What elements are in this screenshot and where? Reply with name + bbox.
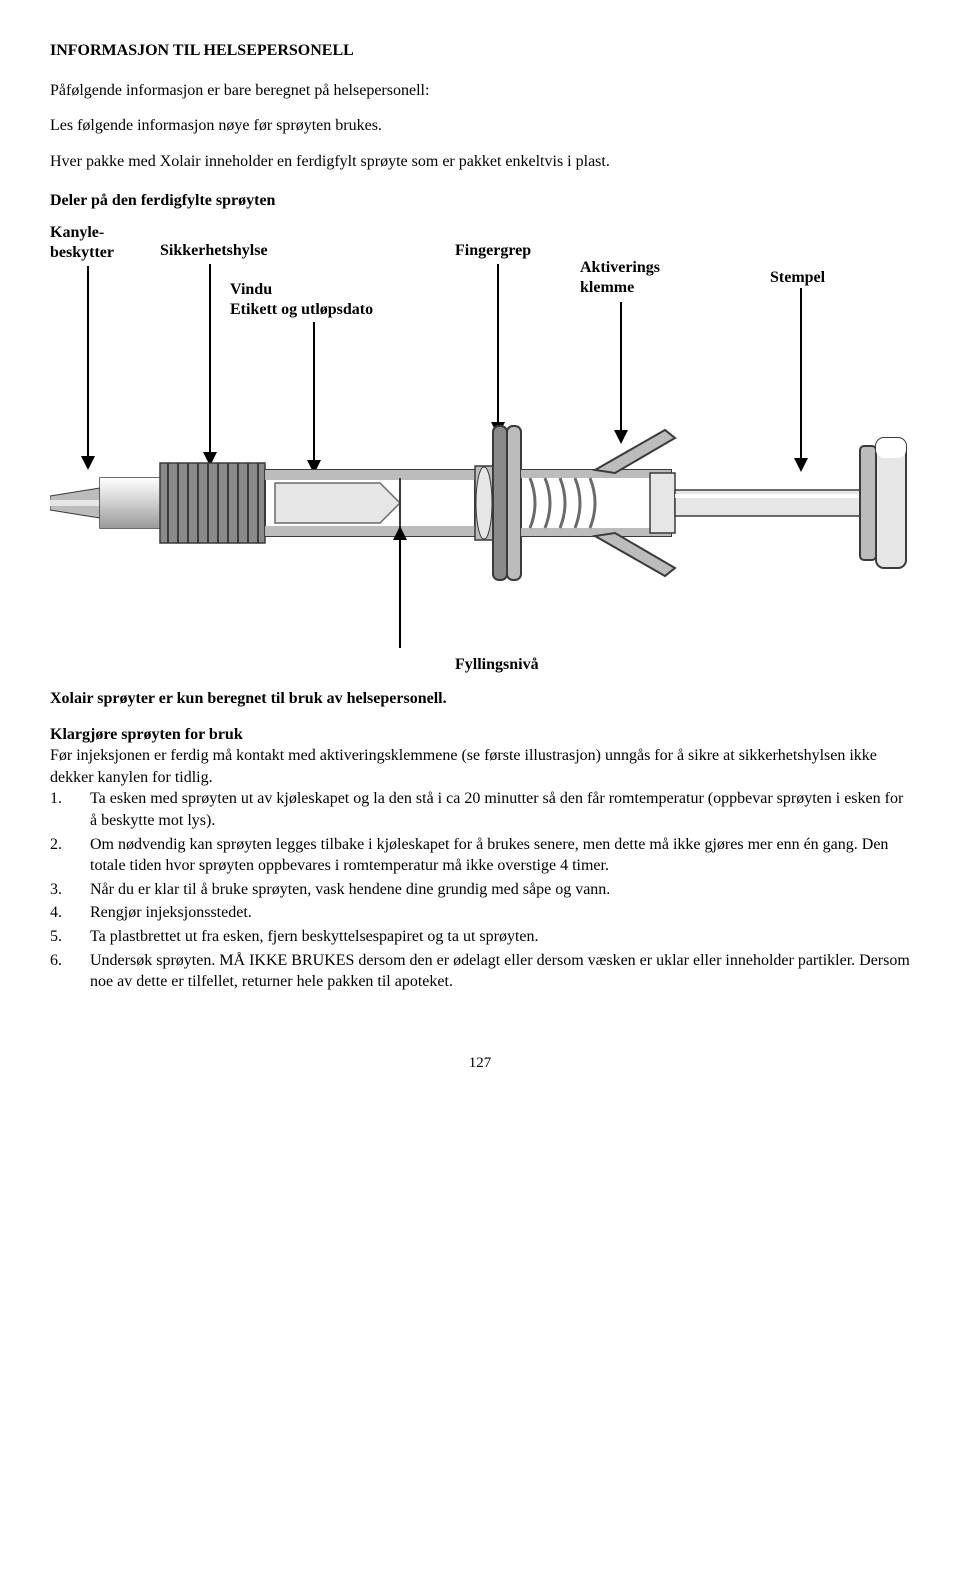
arrow-aktiverings xyxy=(620,302,622,432)
label-sikkerhetshylse: Sikkerhetshylse xyxy=(160,241,268,261)
syringe-illustration xyxy=(50,418,910,588)
arrowhead-fyllingsniva xyxy=(393,526,407,540)
step-text: Når du er klar til å bruke sprøyten, vas… xyxy=(90,879,910,901)
step-4: 4.Rengjør injeksjonsstedet. xyxy=(50,902,910,924)
label-aktiverings-line1: Aktiverings xyxy=(580,259,660,276)
prep-heading: Klargjøre sprøyten for bruk xyxy=(50,724,910,746)
step-num: 1. xyxy=(50,788,90,831)
label-vindu-line1: Vindu xyxy=(230,281,272,298)
label-vindu-line2: Etikett og utløpsdato xyxy=(230,301,373,318)
only-health-personnel: Xolair sprøyter er kun beregnet til bruk… xyxy=(50,688,910,710)
page-title: INFORMASJON TIL HELSEPERSONELL xyxy=(50,40,910,62)
page-number: 127 xyxy=(50,1053,910,1073)
step-num: 3. xyxy=(50,879,90,901)
steps-list: 1.Ta esken med sprøyten ut av kjøleskape… xyxy=(50,788,910,992)
step-6: 6.Undersøk sprøyten. MÅ IKKE BRUKES ders… xyxy=(50,950,910,993)
label-kanylebeskytter-line2: beskytter xyxy=(50,244,114,261)
label-aktiverings-line2: klemme xyxy=(580,279,634,296)
intro-para-1: Påfølgende informasjon er bare beregnet … xyxy=(50,80,910,102)
arrow-fingergrep xyxy=(497,264,499,424)
step-num: 6. xyxy=(50,950,90,993)
intro-para-2: Les følgende informasjon nøye før sprøyt… xyxy=(50,115,910,137)
label-kanylebeskytter: Kanyle- beskytter xyxy=(50,223,114,263)
step-num: 5. xyxy=(50,926,90,948)
label-vindu: Vindu Etikett og utløpsdato xyxy=(230,280,373,320)
step-3: 3.Når du er klar til å bruke sprøyten, v… xyxy=(50,879,910,901)
step-2: 2.Om nødvendig kan sprøyten legges tilba… xyxy=(50,834,910,877)
syringe-diagram: Kanyle- beskytter Sikkerhetshylse Vindu … xyxy=(50,218,910,678)
label-fyllingsniva: Fyllingsnivå xyxy=(455,654,539,676)
label-fingergrep: Fingergrep xyxy=(455,241,531,261)
step-text: Rengjør injeksjonsstedet. xyxy=(90,902,910,924)
step-5: 5.Ta plastbrettet ut fra esken, fjern be… xyxy=(50,926,910,948)
step-num: 2. xyxy=(50,834,90,877)
label-stempel: Stempel xyxy=(770,268,825,288)
prep-intro: Før injeksjonen er ferdig må kontakt med… xyxy=(50,745,910,788)
label-aktiveringsklemme: Aktiverings klemme xyxy=(580,258,660,298)
label-kanylebeskytter-line1: Kanyle- xyxy=(50,224,104,241)
parts-heading: Deler på den ferdigfylte sprøyten xyxy=(50,190,910,212)
intro-para-3: Hver pakke med Xolair inneholder en ferd… xyxy=(50,151,910,173)
step-text: Ta esken med sprøyten ut av kjøleskapet … xyxy=(90,788,910,831)
step-num: 4. xyxy=(50,902,90,924)
step-text: Ta plastbrettet ut fra esken, fjern besk… xyxy=(90,926,910,948)
step-text: Undersøk sprøyten. MÅ IKKE BRUKES dersom… xyxy=(90,950,910,993)
step-1: 1.Ta esken med sprøyten ut av kjøleskape… xyxy=(50,788,910,831)
arrow-fyllingsniva xyxy=(399,538,401,648)
step-text: Om nødvendig kan sprøyten legges tilbake… xyxy=(90,834,910,877)
